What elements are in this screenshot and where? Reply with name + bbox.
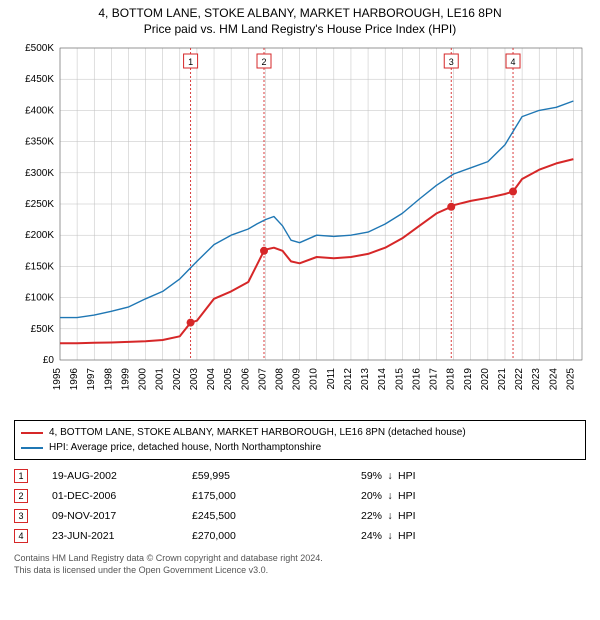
svg-text:£0: £0 [43, 355, 55, 366]
svg-text:2024: 2024 [548, 368, 559, 391]
legend-label: 4, BOTTOM LANE, STOKE ALBANY, MARKET HAR… [49, 425, 466, 440]
chart-title-block: 4, BOTTOM LANE, STOKE ALBANY, MARKET HAR… [0, 0, 600, 38]
svg-text:2013: 2013 [360, 368, 371, 391]
svg-text:2022: 2022 [514, 368, 525, 391]
down-arrow-icon: ↓ [382, 510, 398, 522]
sale-price: £175,000 [192, 490, 322, 502]
sale-date: 23-JUN-2021 [52, 530, 192, 542]
svg-text:£250K: £250K [25, 199, 54, 210]
legend-row: 4, BOTTOM LANE, STOKE ALBANY, MARKET HAR… [21, 425, 579, 440]
down-arrow-icon: ↓ [382, 470, 398, 482]
down-arrow-icon: ↓ [382, 490, 398, 502]
sale-row: 3 09-NOV-2017£245,50022%↓ HPI [14, 506, 586, 526]
legend-row: HPI: Average price, detached house, Nort… [21, 440, 579, 455]
svg-text:2016: 2016 [411, 368, 422, 391]
license-line2: This data is licensed under the Open Gov… [14, 564, 586, 576]
svg-text:2009: 2009 [292, 368, 303, 391]
svg-text:2012: 2012 [343, 368, 354, 391]
down-arrow-icon: ↓ [382, 530, 398, 542]
svg-text:2000: 2000 [138, 368, 149, 391]
svg-text:1: 1 [188, 57, 193, 67]
sales-table: 119-AUG-2002£59,99559%↓ HPI201-DEC-2006£… [14, 466, 586, 546]
svg-text:2: 2 [262, 57, 267, 67]
svg-text:£150K: £150K [25, 261, 54, 272]
sale-row: 2 01-DEC-2006£175,00020%↓ HPI [14, 486, 586, 506]
svg-text:2017: 2017 [429, 368, 440, 391]
svg-text:3: 3 [449, 57, 454, 67]
sale-marker-box: 1 [14, 469, 28, 483]
legend-swatch [21, 447, 43, 449]
svg-text:2010: 2010 [309, 368, 320, 391]
sale-date: 19-AUG-2002 [52, 470, 192, 482]
svg-text:1998: 1998 [103, 368, 114, 391]
sale-date: 01-DEC-2006 [52, 490, 192, 502]
sale-hpi-label: HPI [398, 490, 586, 502]
svg-text:2002: 2002 [172, 368, 183, 391]
svg-text:£500K: £500K [25, 43, 54, 54]
svg-text:2025: 2025 [565, 368, 576, 391]
sale-pct: 20% [322, 490, 382, 502]
svg-text:2023: 2023 [531, 368, 542, 391]
svg-text:2015: 2015 [394, 368, 405, 391]
sale-pct: 24% [322, 530, 382, 542]
svg-text:£450K: £450K [25, 74, 54, 85]
svg-text:1999: 1999 [120, 368, 131, 391]
sale-marker-box: 4 [14, 529, 28, 543]
sale-hpi-label: HPI [398, 470, 586, 482]
svg-text:4: 4 [511, 57, 516, 67]
svg-text:2020: 2020 [480, 368, 491, 391]
svg-text:£200K: £200K [25, 230, 54, 241]
svg-text:£400K: £400K [25, 105, 54, 116]
svg-text:2005: 2005 [223, 368, 234, 391]
legend: 4, BOTTOM LANE, STOKE ALBANY, MARKET HAR… [14, 420, 586, 460]
license-text: Contains HM Land Registry data © Crown c… [14, 552, 586, 576]
svg-text:£50K: £50K [31, 324, 55, 335]
sale-marker-box: 3 [14, 509, 28, 523]
svg-text:2021: 2021 [497, 368, 508, 391]
sale-pct: 59% [322, 470, 382, 482]
svg-text:2018: 2018 [446, 368, 457, 391]
sale-hpi-label: HPI [398, 510, 586, 522]
svg-text:2003: 2003 [189, 368, 200, 391]
svg-text:1995: 1995 [52, 368, 63, 391]
svg-text:£350K: £350K [25, 137, 54, 148]
svg-text:£300K: £300K [25, 168, 54, 179]
license-line1: Contains HM Land Registry data © Crown c… [14, 552, 586, 564]
title-subtitle: Price paid vs. HM Land Registry's House … [10, 22, 590, 36]
sale-marker-box: 2 [14, 489, 28, 503]
sale-row: 1 19-AUG-2002£59,99559%↓ HPI [14, 466, 586, 486]
svg-text:2011: 2011 [326, 368, 337, 390]
sale-price: £59,995 [192, 470, 322, 482]
svg-text:2019: 2019 [463, 368, 474, 391]
svg-text:2004: 2004 [206, 368, 217, 391]
svg-text:2007: 2007 [257, 368, 268, 391]
sale-hpi-label: HPI [398, 530, 586, 542]
chart-container: £0 £50K £100K £150K £200K £250K £300K £350K £400… [10, 42, 590, 412]
svg-text:2008: 2008 [274, 368, 285, 391]
legend-label: HPI: Average price, detached house, Nort… [49, 440, 321, 455]
sale-date: 09-NOV-2017 [52, 510, 192, 522]
sale-pct: 22% [322, 510, 382, 522]
svg-text:2014: 2014 [377, 368, 388, 391]
sale-price: £270,000 [192, 530, 322, 542]
svg-text:1996: 1996 [69, 368, 80, 391]
svg-text:2001: 2001 [155, 368, 166, 391]
svg-text:£100K: £100K [25, 293, 54, 304]
svg-text:1997: 1997 [86, 368, 97, 391]
sale-row: 4 23-JUN-2021£270,00024%↓ HPI [14, 526, 586, 546]
price-chart: £0 £50K £100K £150K £200K £250K £300K £350K £400… [10, 42, 590, 412]
sale-price: £245,500 [192, 510, 322, 522]
legend-swatch [21, 432, 43, 434]
title-address: 4, BOTTOM LANE, STOKE ALBANY, MARKET HAR… [10, 6, 590, 20]
svg-text:2006: 2006 [240, 368, 251, 391]
